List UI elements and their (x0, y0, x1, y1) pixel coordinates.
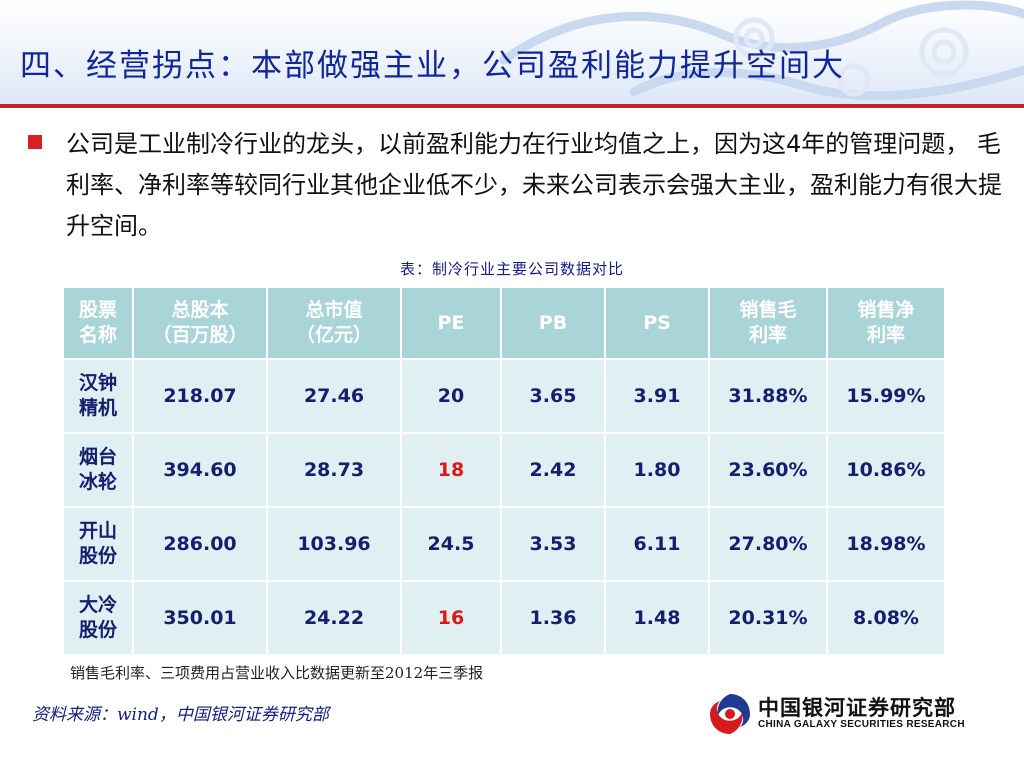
table-row: 汉钟 精机 218.07 27.46 20 3.65 3.91 31.88% 15… (62, 358, 946, 434)
total-shares-cell: 218.07 (132, 358, 268, 434)
galaxy-swirl-logo-icon (708, 692, 752, 736)
gross-margin-cell: 23.60% (708, 432, 828, 508)
cloud-swirl-decoration-icon (499, 0, 1024, 101)
table-caption: 表：制冷行业主要公司数据对比 (399, 260, 624, 278)
stock-name-cell: 大冷 股份 (62, 580, 134, 656)
header-pb: PB (500, 286, 606, 360)
comparison-table: 股票 名称 总股本 （百万股） 总市值 （亿元） PE PB PS 销售毛 利率 销售净… (62, 286, 946, 656)
net-margin-cell: 10.86% (826, 432, 946, 508)
gross-margin-cell: 20.31% (708, 580, 828, 656)
market-cap-cell: 24.22 (266, 580, 402, 656)
total-shares-cell: 350.01 (132, 580, 268, 656)
header-net-margin: 销售净 利率 (826, 286, 946, 360)
title-divider (0, 104, 1024, 108)
header-pe: PE (400, 286, 502, 360)
ps-cell: 1.80 (604, 432, 710, 508)
table-row: 开山 股份 286.00 103.96 24.5 3.53 6.11 27.80%… (62, 506, 946, 582)
pb-cell: 2.42 (500, 432, 606, 508)
header-ps: PS (604, 286, 710, 360)
gross-margin-cell: 31.88% (708, 358, 828, 434)
market-cap-cell: 27.46 (266, 358, 402, 434)
stock-name-cell: 烟台 冰轮 (62, 432, 134, 508)
total-shares-cell: 286.00 (132, 506, 268, 582)
slide-title: 四、经营拐点：本部做强主业，公司盈利能力提升空间大 (20, 48, 845, 84)
ps-cell: 3.91 (604, 358, 710, 434)
logo-english-name: CHINA GALAXY SECURITIES RESEARCH (758, 719, 965, 730)
market-cap-cell: 28.73 (266, 432, 402, 508)
net-margin-cell: 8.08% (826, 580, 946, 656)
table-header-row: 股票 名称 总股本 （百万股） 总市值 （亿元） PE PB PS 销售毛 利率 销售净… (62, 286, 946, 360)
pb-cell: 3.65 (500, 358, 606, 434)
pe-cell-highlighted: 16 (400, 580, 502, 656)
net-margin-cell: 18.98% (826, 506, 946, 582)
gross-margin-cell: 27.80% (708, 506, 828, 582)
stock-name-cell: 汉钟 精机 (62, 358, 134, 434)
table-row: 大冷 股份 350.01 24.22 16 1.36 1.48 20.31% 8.… (62, 580, 946, 656)
ps-cell: 6.11 (604, 506, 710, 582)
header-market-cap: 总市值 （亿元） (266, 286, 402, 360)
pb-cell: 3.53 (500, 506, 606, 582)
total-shares-cell: 394.60 (132, 432, 268, 508)
bullet-square-icon (28, 135, 42, 149)
ps-cell: 1.48 (604, 580, 710, 656)
pb-cell: 1.36 (500, 580, 606, 656)
net-margin-cell: 15.99% (826, 358, 946, 434)
pe-cell: 24.5 (400, 506, 502, 582)
company-logo: 中国银河证券研究部 CHINA GALAXY SECURITIES RESEAR… (706, 688, 1006, 748)
pe-cell-highlighted: 18 (400, 432, 502, 508)
header-total-shares: 总股本 （百万股） (132, 286, 268, 360)
table-footnote: 销售毛利率、三项费用占营业收入比数据更新至2012年三季报 (70, 664, 484, 682)
logo-chinese-name: 中国银河证券研究部 (758, 696, 956, 720)
header-stock-name: 股票 名称 (62, 286, 134, 360)
stock-name-cell: 开山 股份 (62, 506, 134, 582)
table-row: 烟台 冰轮 394.60 28.73 18 2.42 1.80 23.60% 10… (62, 432, 946, 508)
header-gross-margin: 销售毛 利率 (708, 286, 828, 360)
source-attribution: 资料来源：wind，中国银河证券研究部 (32, 705, 329, 725)
bullet-text: 公司是工业制冷行业的龙头，以前盈利能力在行业均值之上，因为这4年的管理问题， 毛… (66, 130, 1002, 240)
pe-cell: 20 (400, 358, 502, 434)
market-cap-cell: 103.96 (266, 506, 402, 582)
title-banner: 四、经营拐点：本部做强主业，公司盈利能力提升空间大 (0, 0, 1024, 104)
